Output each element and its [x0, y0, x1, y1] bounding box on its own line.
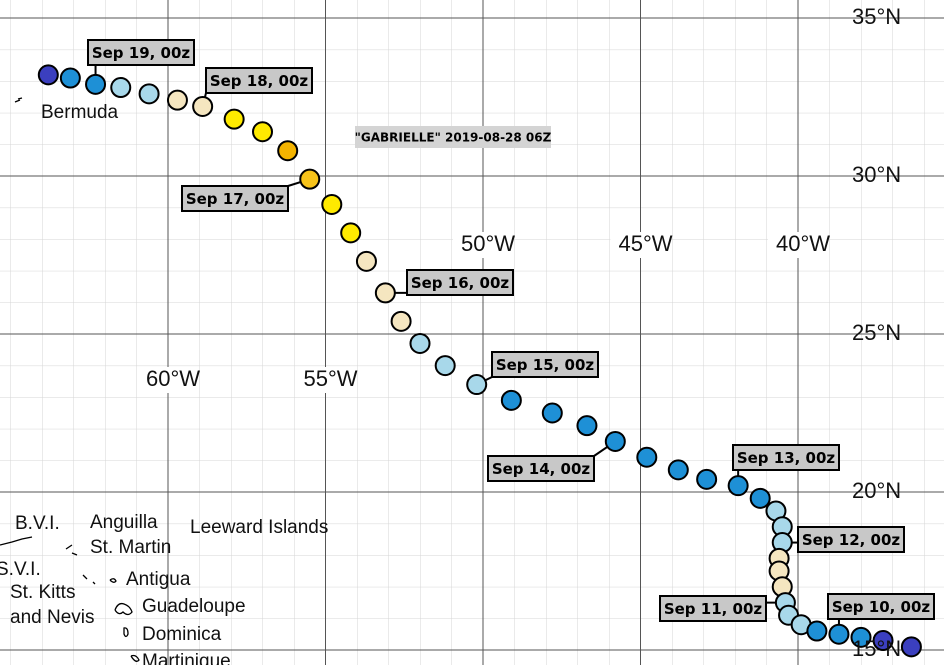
islands: [0, 97, 140, 662]
track-point: [138, 83, 160, 105]
lat-label: 15°N: [852, 636, 901, 661]
lat-label: 25°N: [852, 320, 901, 345]
lon-label: 60°W: [146, 366, 200, 391]
dominica-shape: [123, 627, 129, 638]
date-box: [87, 39, 195, 66]
track-point: [321, 193, 343, 215]
place-label: Dominica: [142, 624, 222, 645]
date-label: Sep 17, 00z: [186, 190, 285, 208]
title-box: [355, 126, 551, 148]
track-point: [166, 89, 188, 111]
anguilla-shape: [65, 544, 78, 556]
date-box: [487, 455, 595, 482]
storm-title: "GABRIELLE" 2019-08-28 06Z: [355, 131, 552, 145]
kitts-shape: [82, 574, 96, 585]
place-label: Guadeloupe: [142, 596, 246, 617]
date-box: [491, 351, 599, 378]
date-box: [659, 595, 767, 622]
lat-label: 30°N: [852, 162, 901, 187]
track-point: [252, 121, 273, 143]
place-label: and Nevis: [10, 607, 95, 628]
date-label: Sep 19, 00z: [92, 44, 191, 62]
track-point: [466, 374, 488, 396]
date-label: Sep 15, 00z: [496, 356, 595, 374]
lat-label: 35°N: [852, 4, 901, 29]
track-point: [872, 630, 894, 652]
track-point: [696, 468, 718, 490]
place-label: Anguilla: [90, 512, 158, 533]
lat-label: 20°N: [852, 478, 901, 503]
date-label: Sep 18, 00z: [210, 72, 309, 90]
track-point: [374, 282, 396, 304]
date-label: Sep 11, 00z: [664, 600, 763, 618]
track-point: [667, 459, 689, 481]
lon-label: 40°W: [776, 231, 830, 256]
lon-label: 55°W: [303, 366, 357, 391]
lon-label-bg: [610, 232, 671, 258]
track-point: [636, 446, 658, 468]
date-label: Sep 16, 00z: [411, 274, 510, 292]
track-point: [727, 475, 749, 497]
track-point: [434, 355, 456, 377]
track-point: [576, 415, 598, 437]
track-point: [604, 430, 626, 452]
antigua-shape: [109, 578, 117, 583]
lon-label-bg: [138, 367, 198, 393]
place-label: S.V.I.: [0, 559, 41, 580]
track: [37, 64, 922, 658]
place-label: Leeward Islands: [190, 517, 328, 538]
track-point: [806, 620, 828, 642]
track-point: [828, 623, 850, 645]
lon-label: 45°W: [618, 231, 672, 256]
lon-label-bg: [295, 367, 356, 393]
date-box: [205, 67, 313, 94]
bvi-shape: [0, 536, 33, 546]
lon-label-bg: [453, 232, 513, 258]
track-point: [277, 140, 299, 162]
date-box: [827, 593, 935, 620]
track-point: [390, 310, 412, 332]
track-point: [409, 332, 431, 354]
place-label: Martinique: [142, 651, 231, 665]
place-label: Bermuda: [41, 102, 119, 123]
track-point: [500, 389, 522, 411]
date-label: Sep 12, 00z: [802, 531, 901, 549]
track-point: [59, 67, 81, 89]
place-label: St. Kitts: [10, 582, 75, 603]
track-point: [37, 64, 59, 86]
martinique-shape: [130, 654, 140, 662]
date-labels: Sep 19, 00z Sep 18, 00z Sep 17, 00z Sep 16,…: [87, 39, 935, 622]
lon-label-bg: [768, 232, 828, 258]
places: Bermuda Leeward Islands B.V.I. Anguilla St. …: [0, 102, 328, 665]
track-point: [223, 108, 245, 130]
date-box: [406, 269, 514, 296]
track-point: [541, 402, 563, 424]
track-point: [192, 95, 214, 117]
track-point: [85, 73, 107, 95]
track-point: [749, 487, 771, 509]
date-label: Sep 13, 00z: [737, 449, 836, 467]
track-point: [900, 636, 922, 658]
place-label: St. Martin: [90, 537, 171, 558]
track-point: [299, 168, 321, 190]
date-label: Sep 14, 00z: [492, 460, 591, 478]
track-point: [850, 626, 872, 648]
date-box: [181, 185, 289, 212]
place-label: B.V.I.: [15, 513, 60, 534]
date-box: [797, 526, 905, 553]
date-box: [732, 444, 840, 471]
guadeloupe-shape: [114, 602, 133, 616]
track-point: [340, 222, 362, 244]
track-point: [355, 250, 377, 272]
lon-label: 50°W: [461, 231, 515, 256]
place-label: Antigua: [126, 569, 191, 590]
track-point: [110, 77, 132, 99]
bermuda-shape: [14, 97, 23, 103]
date-label: Sep 10, 00z: [832, 598, 931, 616]
